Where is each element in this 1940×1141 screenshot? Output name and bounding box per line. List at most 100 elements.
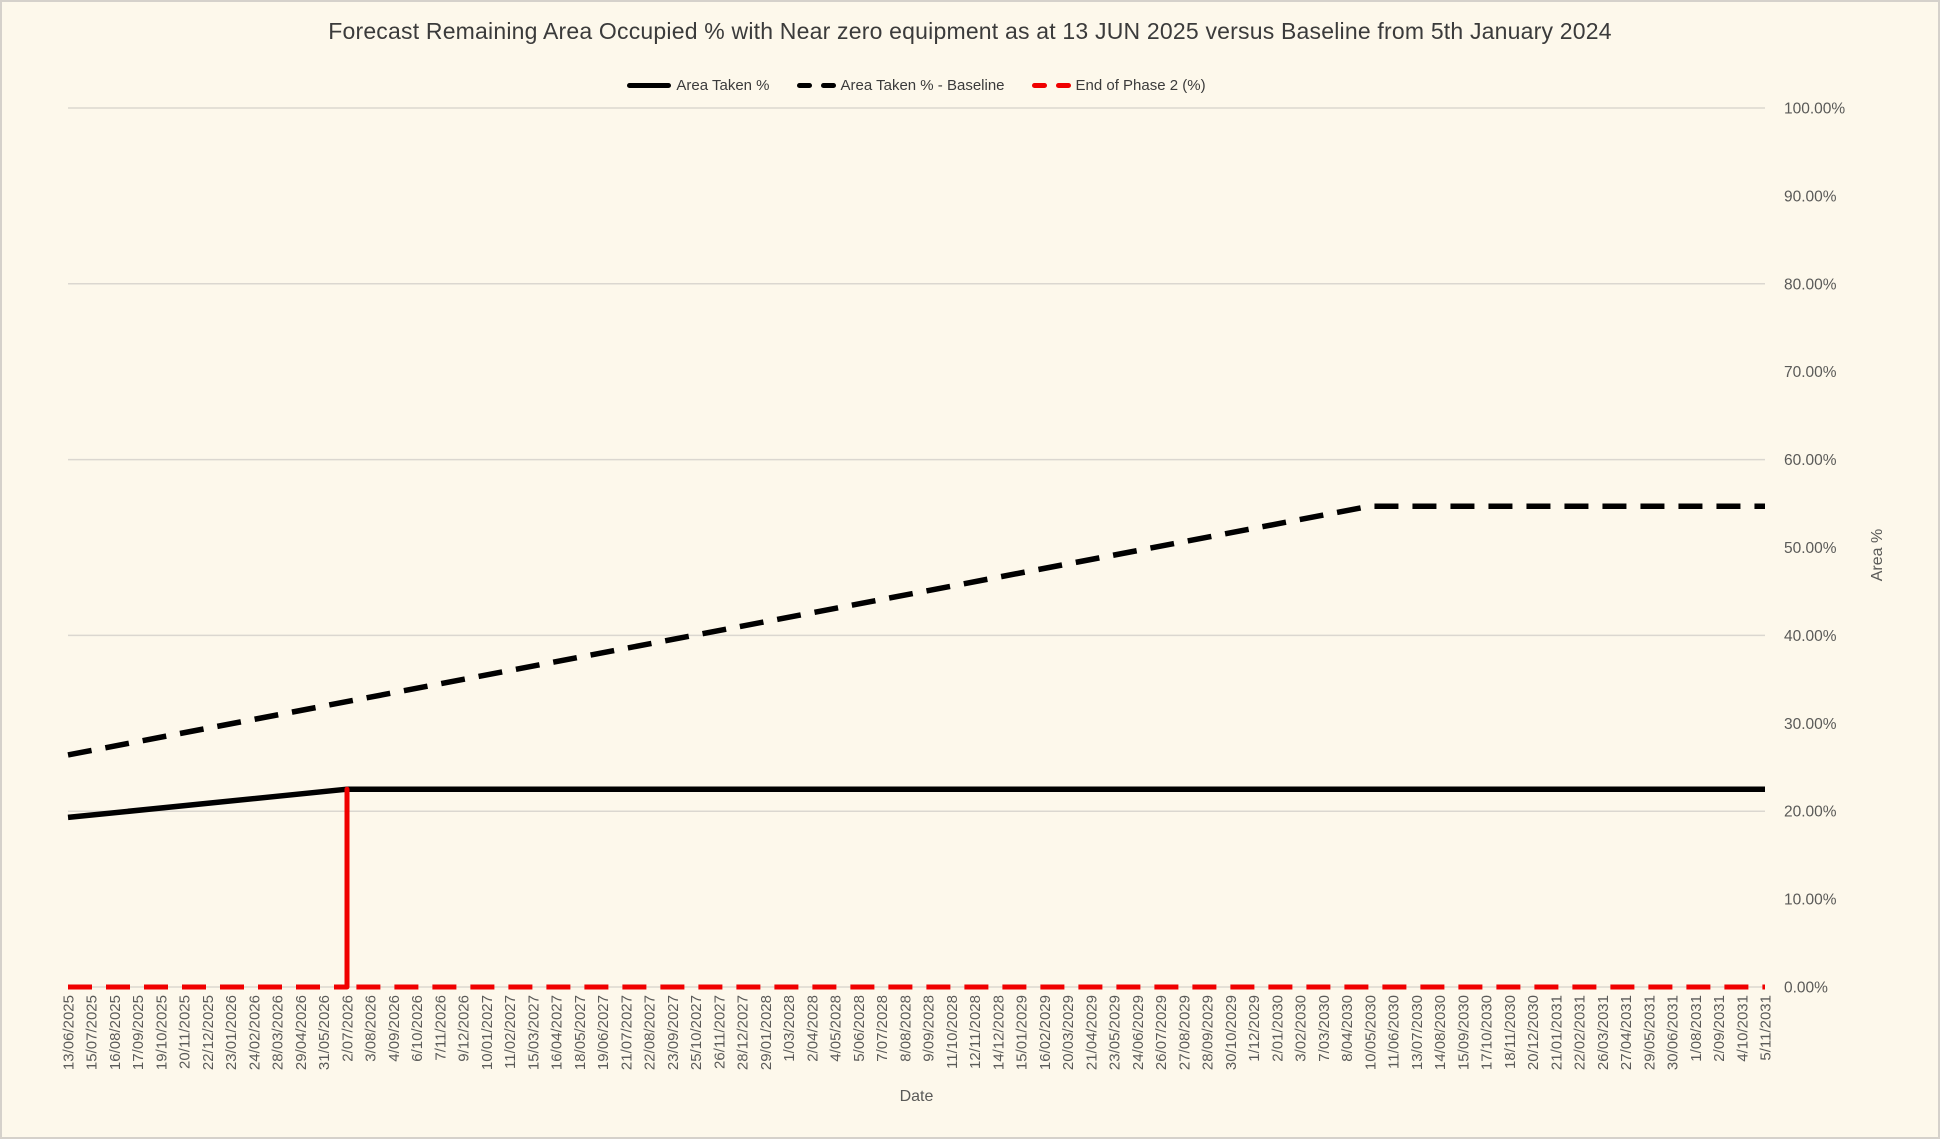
- x-tick-label: 2/04/2028: [804, 995, 821, 1062]
- x-tick-label: 8/08/2028: [897, 995, 914, 1062]
- x-tick-label: 10/01/2027: [479, 995, 496, 1070]
- y-tick-label: 60.00%: [1784, 452, 1837, 469]
- x-tick-label: 3/08/2026: [363, 995, 380, 1062]
- x-tick-label: 14/08/2030: [1432, 995, 1449, 1070]
- x-tick-label: 26/03/2031: [1595, 995, 1612, 1070]
- x-tick-label: 22/02/2031: [1572, 995, 1589, 1070]
- x-tick-label: 15/09/2030: [1455, 995, 1472, 1070]
- x-tick-label: 28/12/2027: [735, 995, 752, 1070]
- x-tick-label: 3/02/2030: [1293, 995, 1310, 1062]
- x-tick-label: 21/04/2029: [1083, 995, 1100, 1070]
- x-tick-label: 2/09/2031: [1711, 995, 1728, 1062]
- legend-label: Area Taken %: [676, 77, 770, 94]
- x-tick-label: 23/09/2027: [665, 995, 682, 1070]
- x-tick-label: 28/09/2029: [1200, 995, 1217, 1070]
- x-tick-label: 2/01/2030: [1269, 995, 1286, 1062]
- x-tick-label: 22/12/2025: [200, 995, 217, 1070]
- x-tick-label: 5/06/2028: [851, 995, 868, 1062]
- x-tick-label: 26/07/2029: [1153, 995, 1170, 1070]
- x-tick-label: 1/08/2031: [1688, 995, 1705, 1062]
- x-tick-label: 20/11/2025: [177, 995, 194, 1069]
- x-tick-label: 18/11/2030: [1502, 995, 1519, 1069]
- x-tick-label: 4/05/2028: [828, 995, 845, 1062]
- legend-solid-line-marker: [627, 83, 672, 88]
- x-tick-label: 24/02/2026: [246, 995, 263, 1070]
- y-axis-title: Area %: [1869, 528, 1886, 582]
- x-tick-label: 16/04/2027: [549, 995, 566, 1070]
- y-tick-label: 90.00%: [1784, 188, 1837, 205]
- chart-title: Forecast Remaining Area Occupied % with …: [328, 18, 1612, 44]
- x-tick-label: 1/12/2029: [1246, 995, 1263, 1062]
- x-tick-label: 28/03/2026: [270, 995, 287, 1070]
- x-tick-label: 21/01/2031: [1548, 995, 1565, 1070]
- legend: Area Taken % Area Taken % - Baseline End…: [68, 77, 1765, 94]
- x-tick-label: 20/12/2030: [1525, 995, 1542, 1070]
- x-tick-label: 16/08/2025: [107, 995, 124, 1070]
- x-tick-label: 11/06/2030: [1386, 995, 1403, 1069]
- x-tick-label: 25/10/2027: [688, 995, 705, 1070]
- x-tick-label: 9/12/2026: [456, 995, 473, 1062]
- x-tick-label: 11/10/2028: [944, 995, 961, 1069]
- y-tick-label: 0.00%: [1784, 980, 1828, 997]
- x-tick-label: 7/03/2030: [1316, 995, 1333, 1062]
- y-tick-label: 50.00%: [1784, 540, 1837, 557]
- x-tick-label: 13/06/2025: [61, 995, 78, 1070]
- x-tick-label: 19/10/2025: [153, 995, 170, 1070]
- x-tick-label: 26/11/2027: [711, 995, 728, 1069]
- x-tick-label: 4/09/2026: [386, 995, 403, 1062]
- x-tick-label: 9/09/2028: [921, 995, 938, 1062]
- legend-label: Area Taken % - Baseline: [840, 77, 1005, 94]
- x-tick-label: 30/10/2029: [1223, 995, 1240, 1070]
- x-tick-label: 4/10/2031: [1734, 995, 1751, 1062]
- x-tick-label: 20/03/2029: [1060, 995, 1077, 1070]
- y-tick-label: 70.00%: [1784, 364, 1837, 381]
- x-tick-label: 22/08/2027: [642, 995, 659, 1070]
- x-tick-label: 29/04/2026: [293, 995, 310, 1070]
- x-tick-label: 29/01/2028: [758, 995, 775, 1070]
- series-line-area-taken-baseline: [67, 503, 1765, 758]
- x-tick-label: 15/03/2027: [525, 995, 542, 1070]
- x-tick-label: 10/05/2030: [1362, 995, 1379, 1070]
- x-tick-label: 14/12/2028: [990, 995, 1007, 1070]
- x-tick-label: 7/11/2026: [432, 995, 449, 1061]
- y-tick-label: 40.00%: [1784, 628, 1837, 645]
- x-tick-label: 13/07/2030: [1409, 995, 1426, 1070]
- x-tick-label: 16/02/2029: [1037, 995, 1054, 1070]
- x-tick-label: 18/05/2027: [572, 995, 589, 1070]
- x-tick-label: 30/06/2031: [1665, 995, 1682, 1070]
- y-tick-label: 20.00%: [1784, 804, 1837, 821]
- x-tick-label: 17/09/2025: [130, 995, 147, 1070]
- x-tick-label: 11/02/2027: [502, 995, 519, 1069]
- x-tick-label: 19/06/2027: [595, 995, 612, 1070]
- x-tick-label: 23/05/2029: [1107, 995, 1124, 1070]
- x-tick-label: 15/07/2025: [84, 995, 101, 1070]
- y-tick-label: 80.00%: [1784, 276, 1837, 293]
- x-tick-label: 8/04/2030: [1339, 995, 1356, 1062]
- y-tick-label: 100.00%: [1784, 101, 1845, 118]
- legend-red-dashed-line-marker: [1031, 83, 1071, 88]
- y-tick-label: 30.00%: [1784, 716, 1837, 733]
- x-tick-label: 31/05/2026: [316, 995, 333, 1070]
- x-tick-label: 29/05/2031: [1641, 995, 1658, 1070]
- x-axis-title: Date: [899, 1088, 934, 1105]
- series-line-area-taken: [67, 786, 1765, 821]
- x-tick-label: 6/10/2026: [409, 995, 426, 1062]
- x-tick-label: 17/10/2030: [1479, 995, 1496, 1070]
- x-tick-label: 12/11/2028: [967, 995, 984, 1069]
- x-tick-label: 5/11/2031: [1758, 995, 1775, 1061]
- x-tick-label: 23/01/2026: [223, 995, 240, 1070]
- y-tick-label: 10.00%: [1784, 892, 1837, 909]
- x-tick-label: 24/06/2029: [1130, 995, 1147, 1070]
- x-tick-label: 2/07/2026: [339, 995, 356, 1062]
- x-tick-label: 27/04/2031: [1618, 995, 1635, 1070]
- legend-dashed-line-marker: [796, 83, 836, 88]
- legend-label: End of Phase 2 (%): [1075, 77, 1206, 94]
- x-tick-label: 21/07/2027: [618, 995, 635, 1070]
- x-tick-label: 15/01/2029: [1014, 995, 1031, 1070]
- legend-item-end-of-phase-2: End of Phase 2 (%): [1031, 77, 1206, 94]
- x-tick-label: 1/03/2028: [781, 995, 798, 1062]
- x-tick-label: 7/07/2028: [874, 995, 891, 1062]
- legend-item-area-taken: Area Taken %: [627, 77, 770, 94]
